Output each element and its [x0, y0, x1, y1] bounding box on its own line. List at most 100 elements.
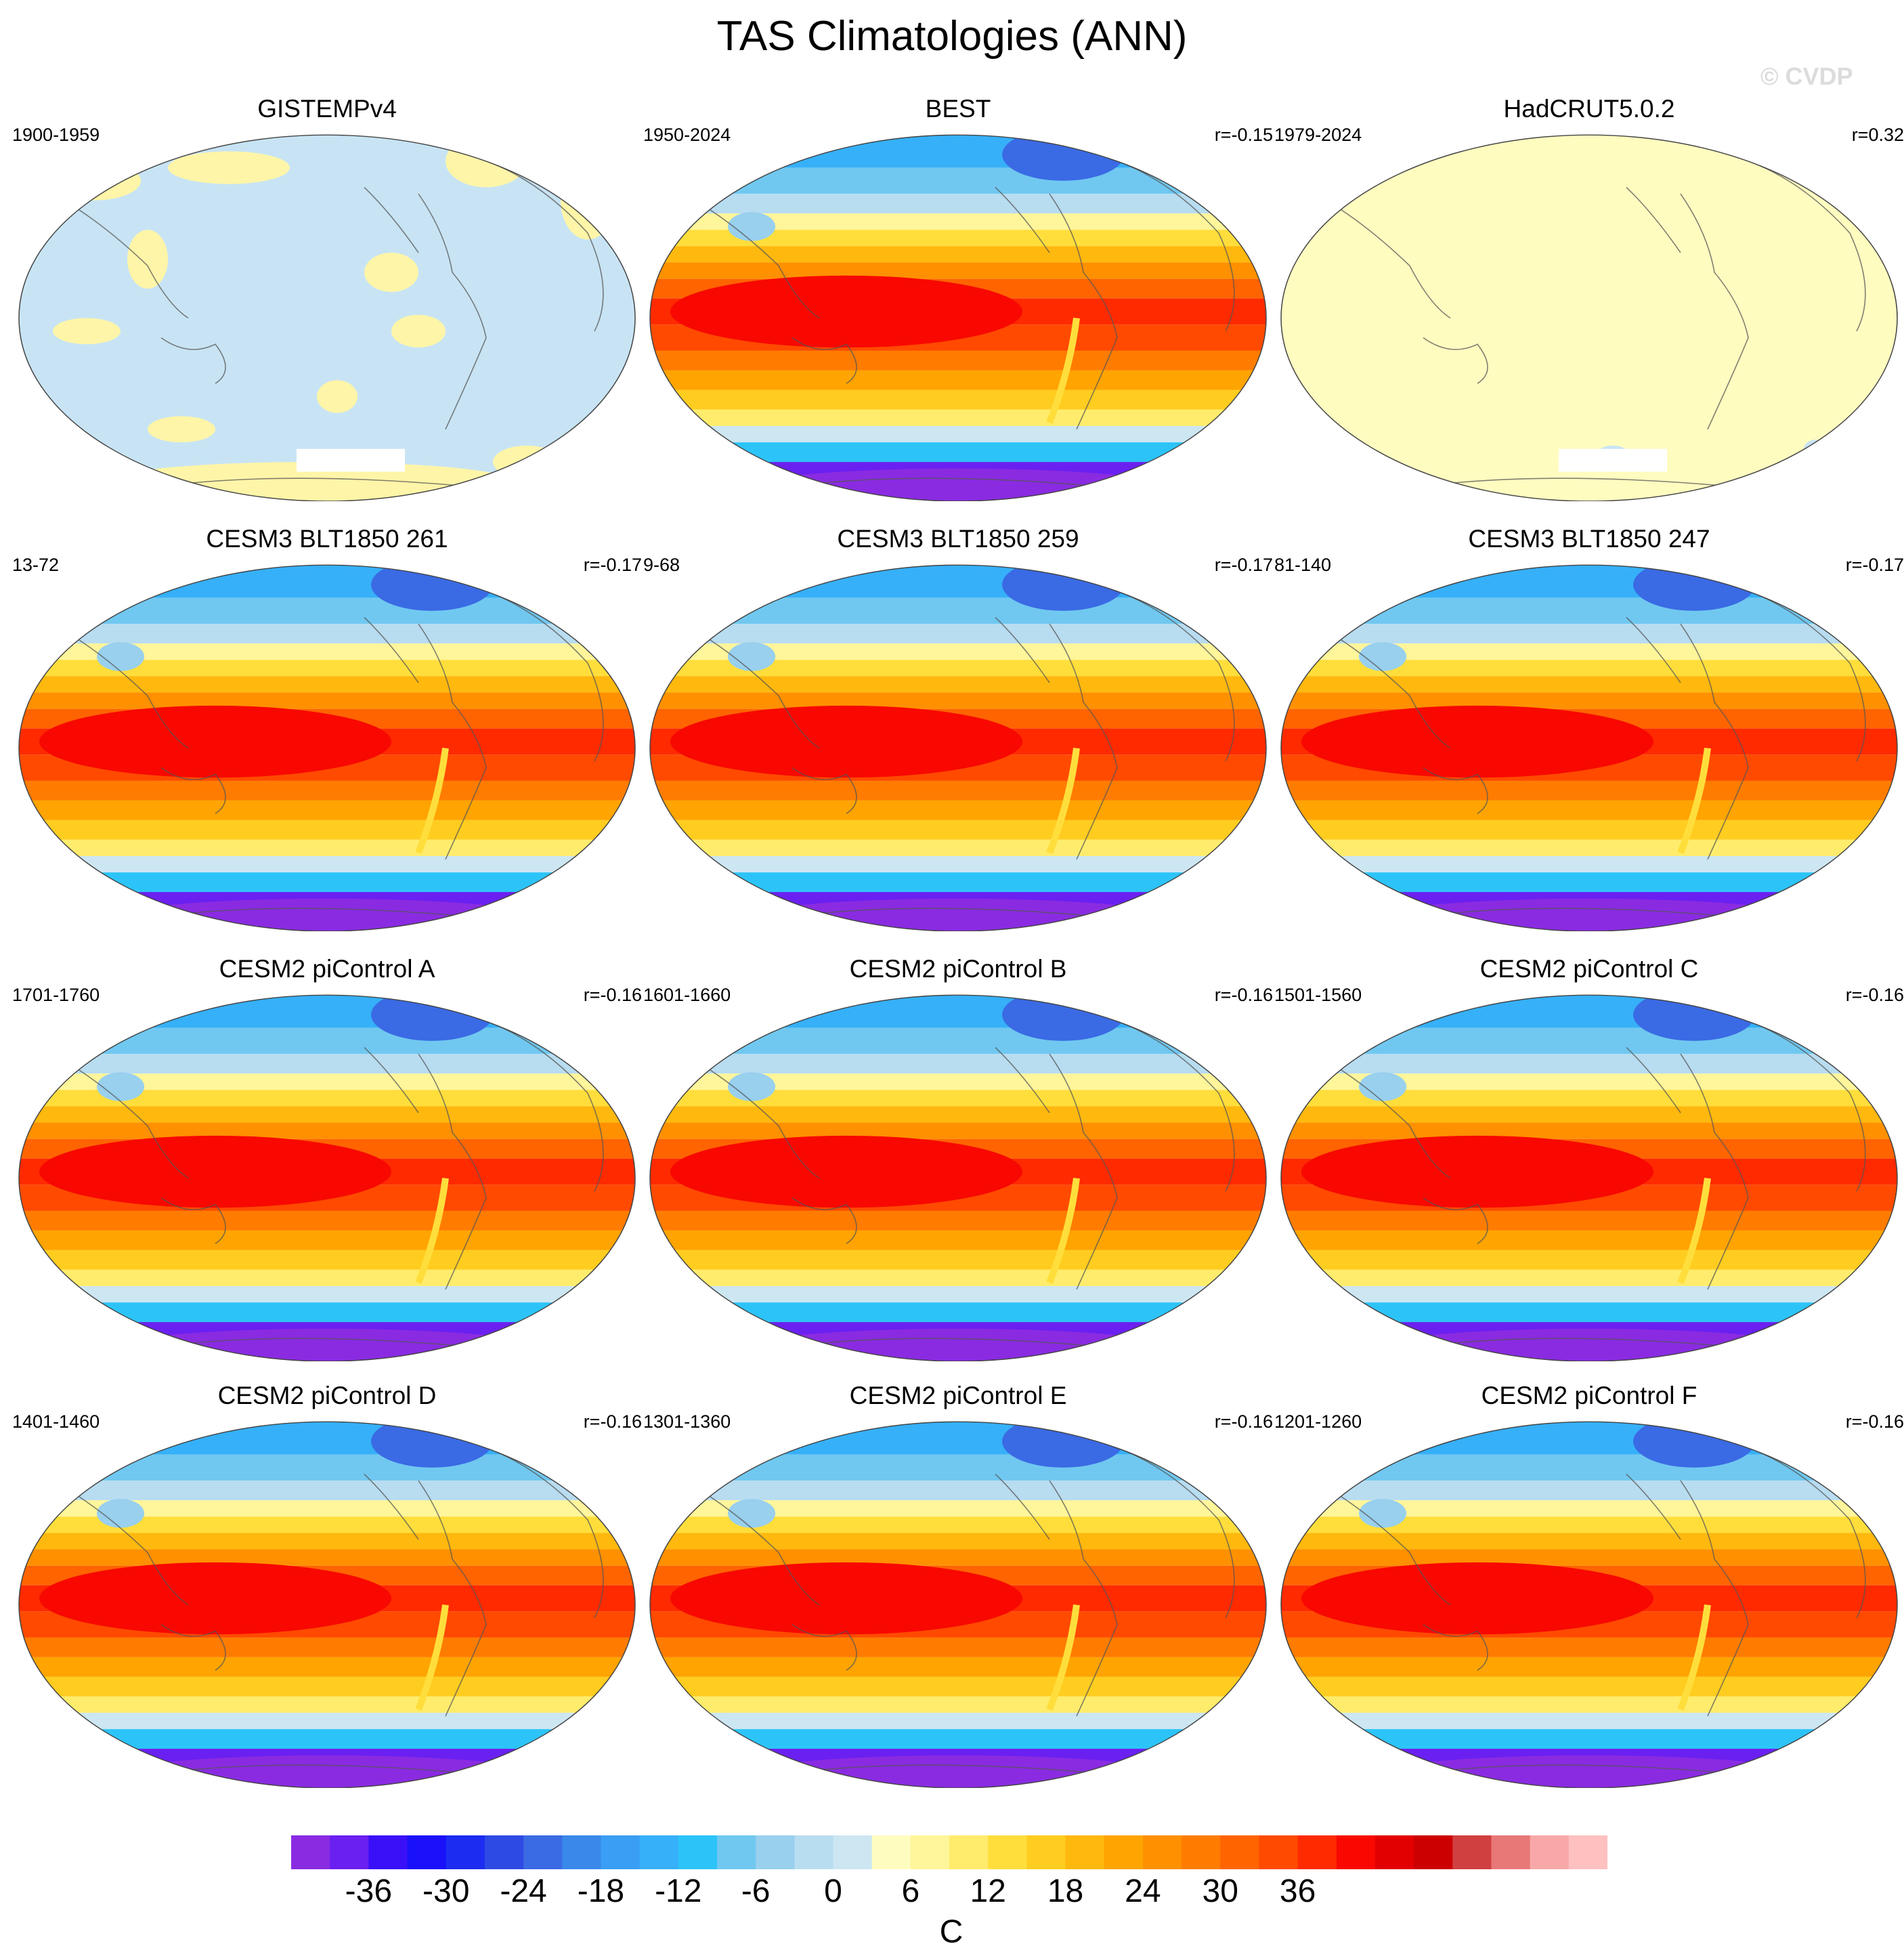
colorbar-swatch: [1142, 1835, 1182, 1869]
map-plot: [1280, 994, 1898, 1361]
temperature-band: [19, 1637, 635, 1657]
temperature-band: [1281, 1302, 1897, 1323]
antarctica-region: [36, 1755, 618, 1788]
panel-correlation: r=-0.17: [1845, 555, 1904, 575]
temperature-band: [650, 995, 1266, 1028]
coastline: [485, 1021, 604, 1192]
temperature-band: [19, 624, 635, 644]
coastline: [1626, 1047, 1681, 1113]
colorbar-swatch: [1452, 1835, 1492, 1869]
map-panel: CESM2 piControl A 1701-1760 r=-0.16: [12, 955, 642, 1361]
colorbar-swatch: [756, 1835, 795, 1869]
map-plot: [649, 134, 1267, 501]
temperature-band: [650, 194, 1266, 214]
temperature-band: [1281, 1285, 1897, 1303]
temperature-band: [650, 1696, 1266, 1713]
temperature-band: [650, 389, 1266, 410]
temperature-band: [650, 1285, 1266, 1303]
colorbar-swatch: [446, 1835, 485, 1869]
tibet-cold-region: [1359, 1499, 1406, 1528]
temperature-band: [1281, 1637, 1897, 1657]
antarctica-region: [667, 468, 1249, 501]
colorbar-tick-label: 0: [824, 1873, 842, 1909]
anomaly-patch: [168, 151, 290, 184]
map-plot: [649, 1421, 1267, 1788]
temperature-band: [1281, 676, 1897, 693]
anomaly-patch: [46, 161, 141, 200]
coastline: [995, 1047, 1050, 1113]
temperature-band: [19, 800, 635, 820]
coastline: [1117, 161, 1235, 332]
map-panel: CESM2 piControl B 1601-1660 r=-0.16: [643, 955, 1273, 1361]
coastline: [485, 161, 604, 332]
coastline: [1680, 623, 1749, 860]
temperature-band: [19, 995, 635, 1028]
panel-correlation: r=-0.16: [1845, 985, 1904, 1005]
tibet-cold-region: [728, 1499, 775, 1528]
panel-title: BEST: [925, 95, 991, 123]
temperature-band: [1281, 1729, 1897, 1749]
map-outline: [1280, 994, 1898, 1361]
andes-cool-strip: [1677, 748, 1711, 854]
andes-cool-strip: [415, 1178, 449, 1284]
map-plot: [18, 994, 636, 1361]
panel-correlation: r=-0.16: [583, 985, 642, 1005]
colorbar-tick-label: 18: [1047, 1873, 1084, 1909]
temperature-band: [650, 565, 1266, 598]
colorbar-swatch: [1065, 1835, 1105, 1869]
tropical-warm-pool: [39, 1562, 391, 1635]
temperature-band: [650, 819, 1266, 840]
temperature-band: [19, 1122, 635, 1139]
antarctica-region: [1298, 1755, 1880, 1788]
temperature-band: [19, 1230, 635, 1250]
map-plot: [1280, 134, 1898, 501]
greenland-cold-region: [1002, 995, 1124, 1041]
tibet-cold-region: [1359, 1072, 1406, 1101]
panel-title: CESM2 piControl D: [217, 1382, 437, 1409]
temperature-band: [1281, 995, 1897, 1028]
temperature-band: [650, 409, 1266, 426]
colorbar-swatch: [1414, 1835, 1453, 1869]
temperature-band: [1281, 855, 1897, 873]
panel-period: 1601-1660: [643, 985, 731, 1005]
temperature-band: [650, 1106, 1266, 1123]
colorbar-swatch: [910, 1835, 950, 1869]
temperature-band: [19, 1054, 635, 1074]
panel-correlation: r=-0.17: [1214, 555, 1273, 575]
coastline: [364, 1474, 419, 1540]
temperature-band: [19, 1712, 635, 1730]
greenland-cold-region: [1633, 995, 1755, 1041]
temperature-band: [1281, 1533, 1897, 1550]
temperature-band: [650, 350, 1266, 370]
anomaly-patch: [391, 314, 446, 348]
panel-period: 9-68: [643, 555, 680, 575]
tropical-warm-pool: [39, 1135, 391, 1208]
colorbar-swatch: [1220, 1835, 1259, 1869]
map-outline: [649, 994, 1267, 1361]
andes-cool-strip: [1046, 748, 1080, 854]
greenland-cold-region: [1633, 565, 1755, 611]
colorbar-tick-label: -24: [500, 1873, 547, 1909]
temperature-band: [1281, 1269, 1897, 1286]
coastline: [1423, 767, 1488, 814]
antarctica-region: [1298, 1328, 1880, 1361]
temperature-band: [19, 1422, 635, 1455]
temperature-band: [650, 624, 1266, 644]
temperature-band: [1281, 1676, 1897, 1697]
colorbar-swatch: [794, 1835, 834, 1869]
panel-period: 81-140: [1274, 555, 1332, 575]
temperature-band: [19, 1285, 635, 1303]
temperature-band: [19, 1302, 635, 1323]
colorbar-swatch: [562, 1835, 601, 1869]
map-panel: CESM3 BLT1850 247 81-140 r=-0.17: [1274, 525, 1904, 931]
anomaly-patch: [493, 445, 561, 479]
temperature-band: [650, 1422, 1266, 1455]
coastline: [995, 187, 1050, 253]
coastline: [1423, 337, 1488, 384]
greenland-cold-region: [1002, 1422, 1124, 1468]
map-plot: [649, 564, 1267, 931]
tibet-cold-region: [97, 642, 144, 671]
temperature-band: [1281, 692, 1897, 709]
antarctica-region: [36, 898, 618, 931]
temperature-band: [19, 819, 635, 840]
